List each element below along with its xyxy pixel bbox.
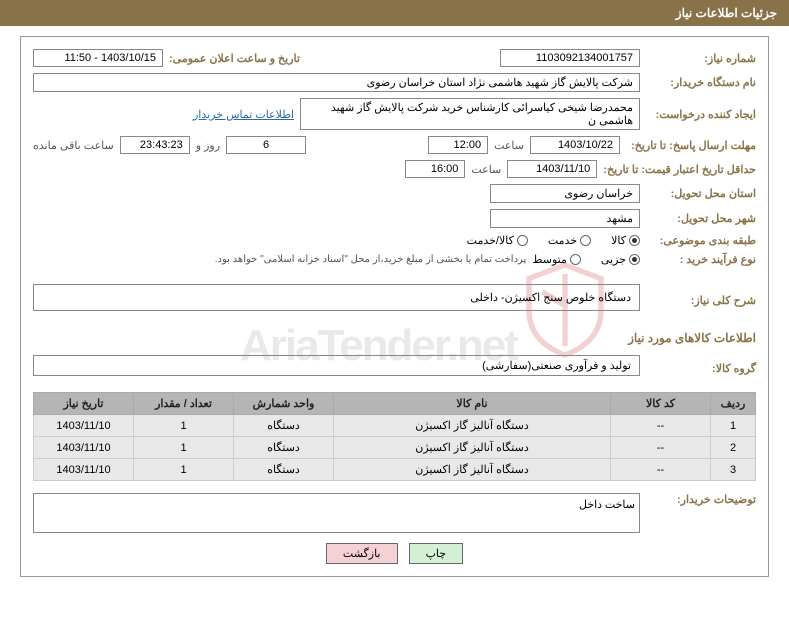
radio-motavasset[interactable]: متوسط [532,253,581,266]
th-row: ردیف [711,393,756,415]
buyer-notes-label: توضیحات خریدار: [646,493,756,506]
process-label: نوع فرآیند خرید : [646,253,756,266]
table-cell: دستگاه [234,459,334,481]
requester-label: ایجاد کننده درخواست: [646,108,756,121]
goods-group-value: تولید و فرآوری صنعتی(سفارشی) [33,355,640,376]
table-cell: دستگاه آنالیز گاز اکسیژن [334,437,611,459]
table-cell: دستگاه آنالیز گاز اکسیژن [334,415,611,437]
remain-days: 6 [226,136,306,154]
table-cell: 1 [134,415,234,437]
province-label: استان محل تحویل: [646,187,756,200]
announce-date-value: 1403/10/15 - 11:50 [33,49,163,67]
th-date: تاریخ نیاز [34,393,134,415]
table-cell: دستگاه آنالیز گاز اکسیژن [334,459,611,481]
button-row: چاپ بازگشت [33,543,756,564]
city-label: شهر محل تحویل: [646,212,756,225]
th-name: نام کالا [334,393,611,415]
days-label: روز و [196,139,220,152]
requester-value: محمدرضا شیخی کیاسرائی کارشناس خرید شرکت … [300,98,640,130]
radio-dot-icon [580,235,591,246]
goods-table: ردیف کد کالا نام کالا واحد شمارش تعداد /… [33,392,756,481]
overall-desc-label: شرح کلی نیاز: [646,294,756,307]
table-cell: 1 [711,415,756,437]
table-cell: 3 [711,459,756,481]
buyer-notes-textarea[interactable] [33,493,640,533]
overall-desc-value: دستگاه خلوص سنج اکسیژن- داخلی [33,284,640,311]
th-qty: تعداد / مقدار [134,393,234,415]
goods-group-label: گروه کالا: [646,362,756,375]
th-code: کد کالا [611,393,711,415]
main-container: شماره نیاز: 1103092134001757 تاریخ و ساع… [20,36,769,577]
table-cell: -- [611,459,711,481]
table-cell: دستگاه [234,415,334,437]
process-note: پرداخت تمام یا بخشی از مبلغ خرید،از محل … [215,254,527,265]
table-cell: دستگاه [234,437,334,459]
need-number-value: 1103092134001757 [500,49,640,67]
back-button[interactable]: بازگشت [326,543,398,564]
page-header: جزئیات اطلاعات نیاز [0,0,789,26]
province-value: خراسان رضوی [490,184,640,203]
table-row: 1--دستگاه آنالیز گاز اکسیژندستگاه11403/1… [34,415,756,437]
city-value: مشهد [490,209,640,228]
category-radio-group: کالا خدمت کالا/خدمت [467,234,640,247]
radio-kala-khedmat[interactable]: کالا/خدمت [467,234,528,247]
th-unit: واحد شمارش [234,393,334,415]
process-radio-group: جزیی متوسط [532,253,640,266]
radio-dot-icon [570,254,581,265]
need-number-label: شماره نیاز: [646,52,756,65]
deadline-time: 12:00 [428,136,488,154]
remain-time: 23:43:23 [120,136,190,154]
table-cell: -- [611,437,711,459]
contact-link[interactable]: اطلاعات تماس خریدار [193,108,294,121]
deadline-date: 1403/10/22 [530,136,620,154]
table-header-row: ردیف کد کالا نام کالا واحد شمارش تعداد /… [34,393,756,415]
radio-dot-icon [629,235,640,246]
goods-info-title: اطلاعات کالاهای مورد نیاز [33,331,756,345]
radio-khedmat[interactable]: خدمت [548,234,591,247]
deadline-time-label: ساعت [494,139,524,152]
category-label: طبقه بندی موضوعی: [646,234,756,247]
validity-time-label: ساعت [471,163,501,176]
validity-time: 16:00 [405,160,465,178]
table-cell: 1403/11/10 [34,415,134,437]
table-cell: 1 [134,459,234,481]
table-cell: 1 [134,437,234,459]
announce-date-label: تاریخ و ساعت اعلان عمومی: [169,52,300,65]
table-cell: 1403/11/10 [34,459,134,481]
remain-label: ساعت باقی مانده [33,139,114,152]
deadline-label: مهلت ارسال پاسخ: تا تاریخ: [626,139,756,152]
table-cell: 1403/11/10 [34,437,134,459]
validity-date: 1403/11/10 [507,160,597,178]
radio-dot-icon [517,235,528,246]
radio-kala[interactable]: کالا [611,234,640,247]
table-cell: 2 [711,437,756,459]
page-title: جزئیات اطلاعات نیاز [676,6,777,20]
table-row: 3--دستگاه آنالیز گاز اکسیژندستگاه11403/1… [34,459,756,481]
table-cell: -- [611,415,711,437]
buyer-org-value: شرکت پالایش گاز شهید هاشمی نژاد استان خر… [33,73,640,92]
buyer-org-label: نام دستگاه خریدار: [646,76,756,89]
radio-dot-icon [629,254,640,265]
validity-label: حداقل تاریخ اعتبار قیمت: تا تاریخ: [603,163,756,176]
table-body: 1--دستگاه آنالیز گاز اکسیژندستگاه11403/1… [34,415,756,481]
table-row: 2--دستگاه آنالیز گاز اکسیژندستگاه11403/1… [34,437,756,459]
print-button[interactable]: چاپ [409,543,464,564]
radio-jozei[interactable]: جزیی [601,253,640,266]
